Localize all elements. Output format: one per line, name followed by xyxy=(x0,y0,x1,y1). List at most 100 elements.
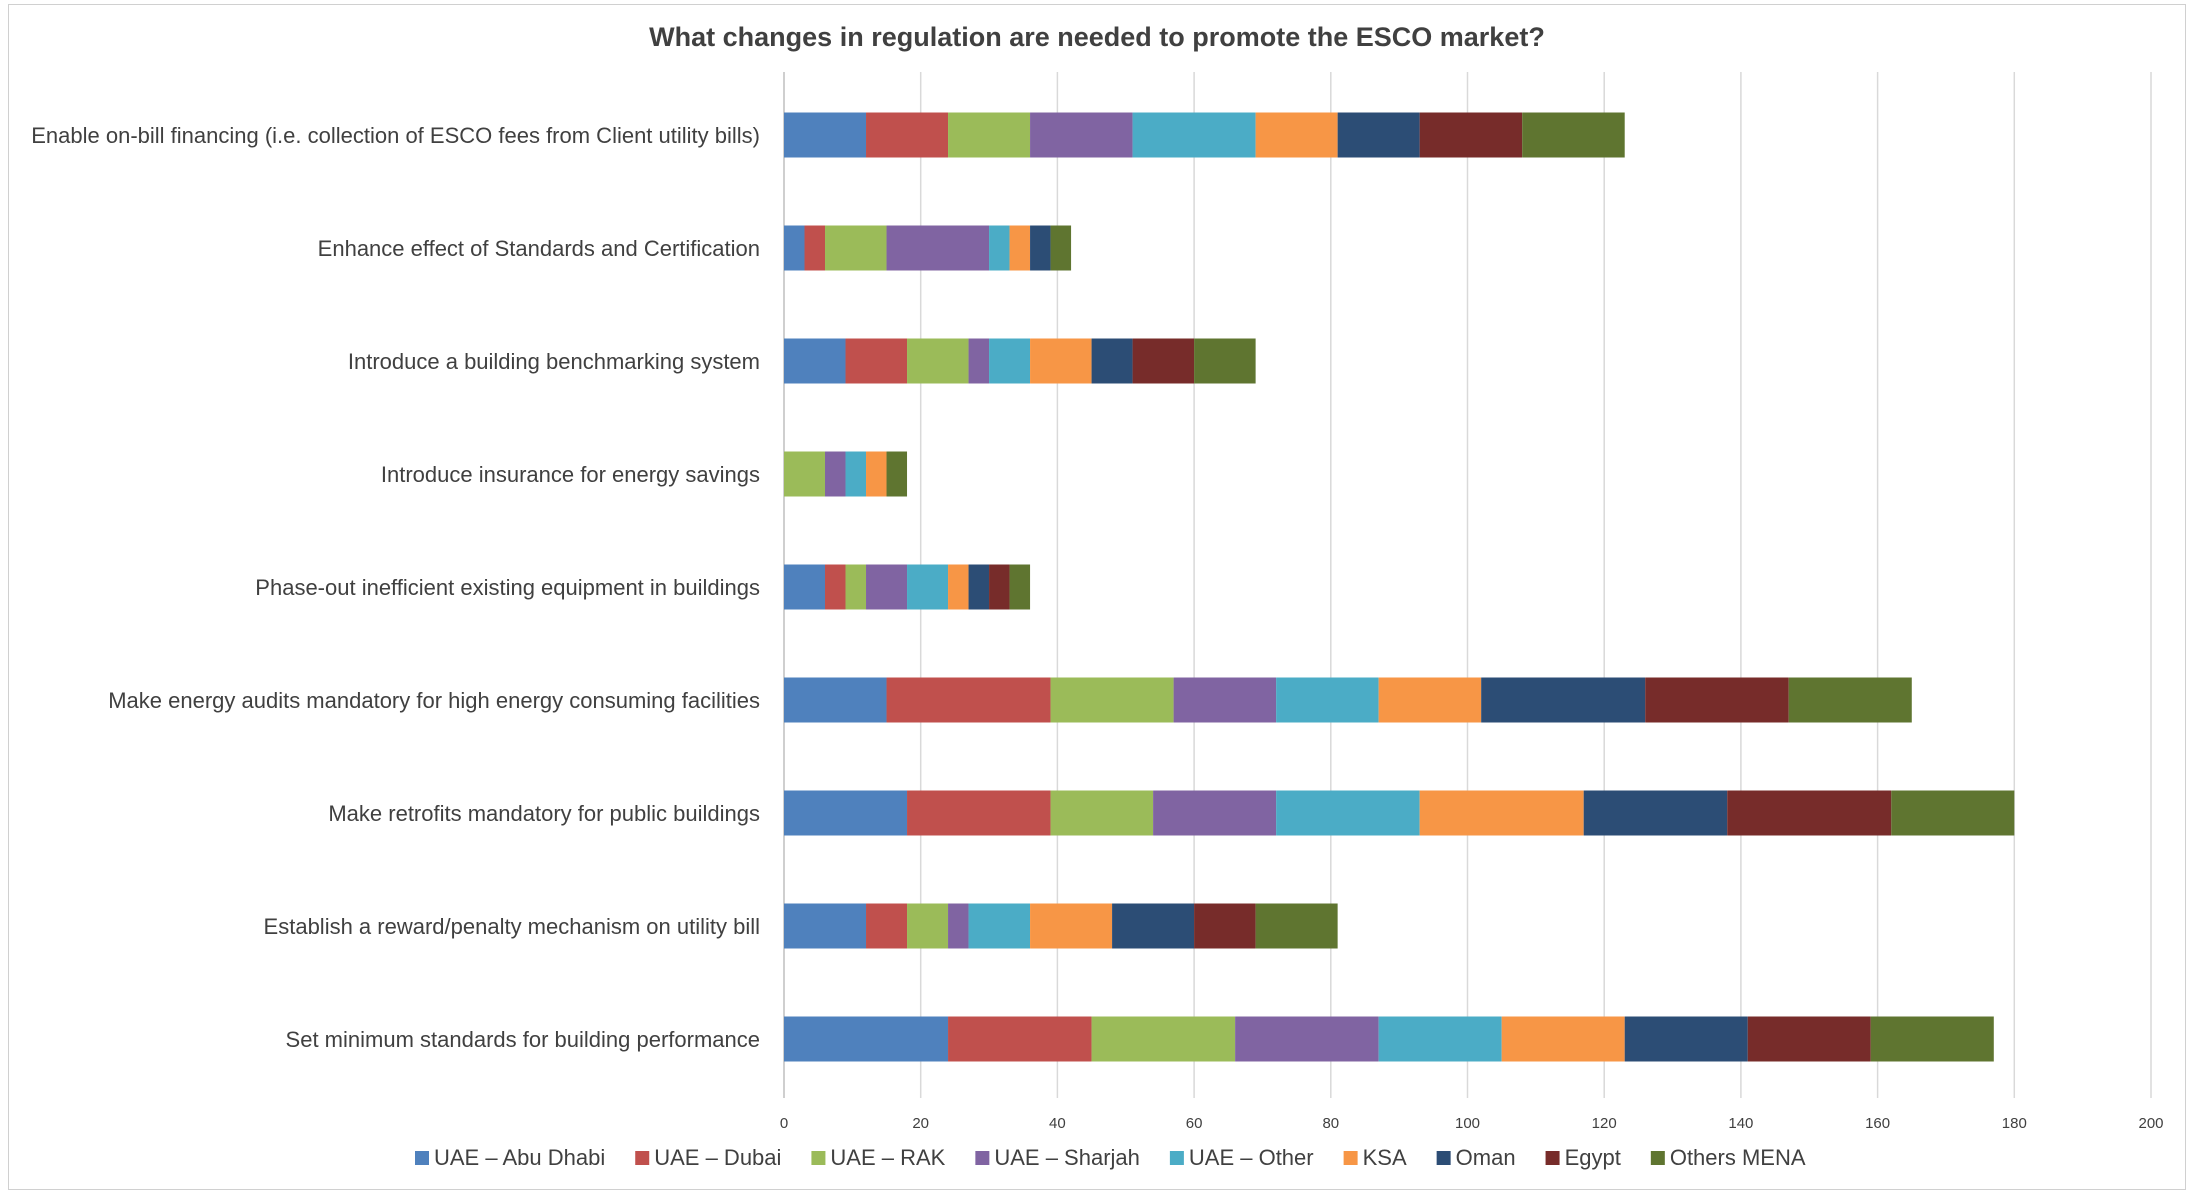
bar-segment xyxy=(1030,903,1113,949)
legend-swatch xyxy=(1650,1151,1665,1165)
bar-segment xyxy=(1132,112,1256,158)
bar-segment xyxy=(907,338,969,384)
bar-segment xyxy=(907,790,1051,836)
bar-segment xyxy=(1891,790,2015,836)
x-tick-label: 140 xyxy=(1728,1115,1753,1132)
category-label: Enable on-bill financing (i.e. collectio… xyxy=(31,123,760,148)
bar-segment xyxy=(1747,1016,1871,1062)
bar-segment xyxy=(989,564,1010,610)
bar-segment xyxy=(1194,338,1256,384)
chart-title: What changes in regulation are needed to… xyxy=(649,22,1545,52)
bar-segment xyxy=(1501,1016,1625,1062)
legend-swatch xyxy=(1545,1151,1560,1165)
category-label: Introduce a building benchmarking system xyxy=(348,349,760,374)
bar-segment xyxy=(1419,112,1523,158)
legend-label: UAE – Other xyxy=(1189,1145,1314,1170)
bar-segment xyxy=(1255,903,1338,949)
category-label: Enhance effect of Standards and Certific… xyxy=(318,236,760,261)
bar-segment xyxy=(1030,112,1133,158)
bar-segment xyxy=(1235,1016,1379,1062)
bar-segment xyxy=(1727,790,1892,836)
bar-segment xyxy=(886,451,908,497)
x-tick-label: 40 xyxy=(1049,1115,1066,1132)
x-axis-ticks: 0 20 40 60 80 100 120 140 160 180 200 xyxy=(780,1115,2164,1132)
bar-segment xyxy=(968,903,1031,949)
bars xyxy=(784,112,2015,1062)
bar-segment xyxy=(1624,1016,1748,1062)
x-tick-label: 80 xyxy=(1322,1115,1339,1132)
bar-segment xyxy=(948,903,969,949)
bar-segment xyxy=(866,903,908,949)
bar-segment xyxy=(1870,1016,1994,1062)
bar-segment xyxy=(1583,790,1728,836)
bar-segment xyxy=(1030,225,1051,271)
bar-segment xyxy=(784,903,867,949)
legend-label: Oman xyxy=(1456,1145,1516,1170)
bar-segment xyxy=(825,451,846,497)
bar-segment xyxy=(825,225,887,271)
x-tick-label: 120 xyxy=(1592,1115,1617,1132)
bar-segment xyxy=(989,338,1031,384)
bar-segment xyxy=(907,564,949,610)
bar-segment xyxy=(804,225,826,271)
legend-swatch xyxy=(1436,1151,1451,1165)
legend-label: Egypt xyxy=(1565,1145,1621,1170)
bar-segment xyxy=(1173,677,1277,723)
legend-swatch xyxy=(1169,1151,1184,1165)
bar-segment xyxy=(1255,112,1338,158)
x-tick-label: 180 xyxy=(2002,1115,2027,1132)
bar-segment xyxy=(1194,903,1256,949)
bar-segment xyxy=(845,564,867,610)
bar-segment xyxy=(1481,677,1646,723)
legend: UAE – Abu Dhabi UAE – Dubai UAE – RAK UAE –… xyxy=(415,1145,1806,1170)
bar-segment xyxy=(968,564,990,610)
category-label: Establish a reward/penalty mechanism on … xyxy=(264,914,760,939)
x-tick-label: 20 xyxy=(912,1115,929,1132)
bar-segment xyxy=(948,112,1031,158)
bar-segment xyxy=(784,225,805,271)
bar-segment xyxy=(1132,338,1195,384)
bar-segment xyxy=(784,677,887,723)
x-tick-label: 200 xyxy=(2138,1115,2163,1132)
bar-segment xyxy=(784,1016,949,1062)
bar-segment xyxy=(1112,903,1195,949)
bar-segment xyxy=(886,677,1051,723)
bar-segment xyxy=(1378,677,1482,723)
category-label: Make energy audits mandatory for high en… xyxy=(108,688,760,713)
legend-label: UAE – RAK xyxy=(830,1145,945,1170)
legend-label: KSA xyxy=(1363,1145,1407,1170)
bar-segment xyxy=(1091,338,1133,384)
bar-segment xyxy=(948,1016,1092,1062)
category-label: Set minimum standards for building perfo… xyxy=(286,1027,760,1052)
bar-segment xyxy=(866,564,908,610)
x-tick-label: 160 xyxy=(1865,1115,1890,1132)
category-label: Make retrofits mandatory for public buil… xyxy=(328,801,760,826)
legend-swatch xyxy=(811,1151,826,1165)
chart-frame xyxy=(8,4,2186,1190)
bar-segment xyxy=(784,112,867,158)
category-label: Introduce insurance for energy savings xyxy=(381,462,760,487)
bar-segment xyxy=(784,564,826,610)
bar-segment xyxy=(825,564,846,610)
bar-segment xyxy=(784,338,846,384)
x-tick-label: 100 xyxy=(1455,1115,1480,1132)
legend-label: UAE – Abu Dhabi xyxy=(434,1145,605,1170)
bar-segment xyxy=(866,451,887,497)
legend-label: UAE – Dubai xyxy=(654,1145,781,1170)
bar-segment xyxy=(1522,112,1625,158)
bar-segment xyxy=(1153,790,1277,836)
legend-swatch xyxy=(975,1151,990,1165)
bar-segment xyxy=(1091,1016,1236,1062)
x-tick-label: 60 xyxy=(1186,1115,1203,1132)
category-labels: Enable on-bill financing (i.e. collectio… xyxy=(31,123,760,1052)
bar-segment xyxy=(1276,790,1420,836)
bar-segment xyxy=(1645,677,1789,723)
bar-segment xyxy=(968,338,990,384)
bar-segment xyxy=(989,225,1010,271)
bar-segment xyxy=(1050,790,1154,836)
bar-segment xyxy=(1009,564,1031,610)
bar-segment xyxy=(1788,677,1912,723)
legend-swatch xyxy=(1343,1151,1358,1165)
bar-segment xyxy=(845,451,867,497)
